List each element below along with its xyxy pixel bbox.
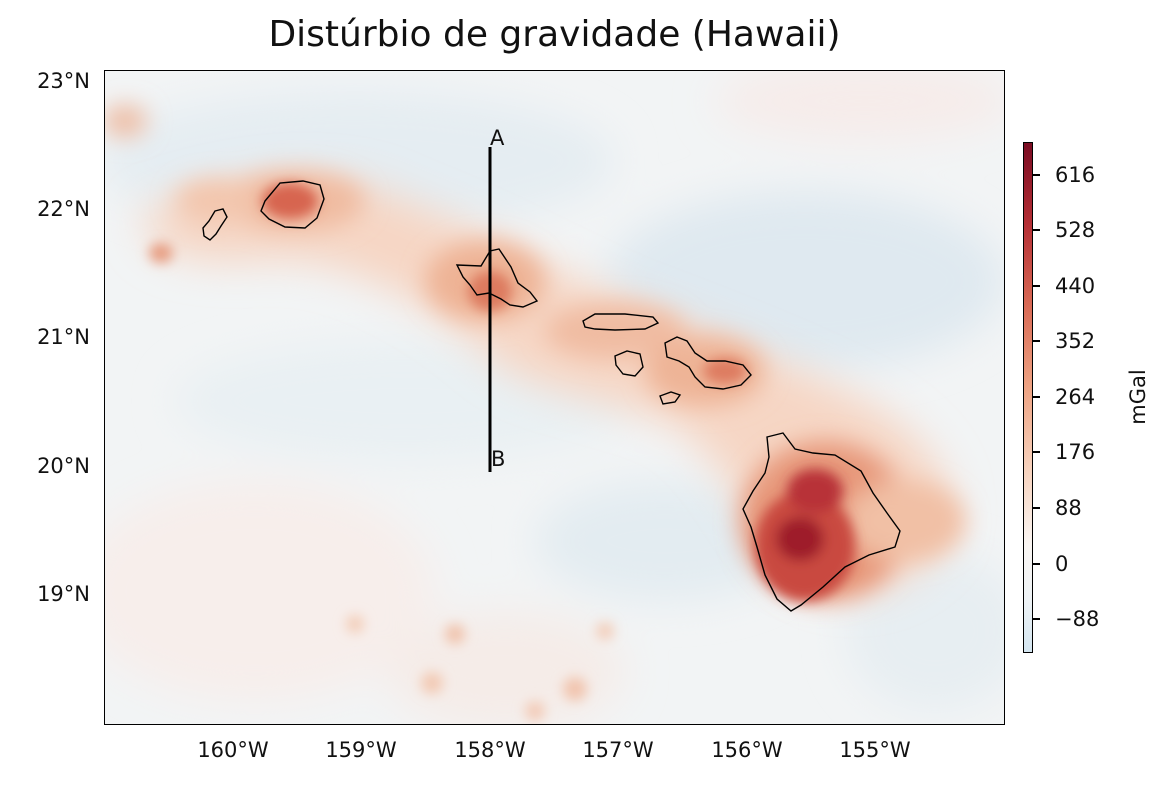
- island-kauai: [260, 180, 325, 229]
- colorbar-tickmark: [1033, 451, 1040, 453]
- colorbar-tickmark: [1033, 618, 1040, 620]
- island-kahoolawe: [659, 391, 682, 405]
- lon-tick-label: 157°W: [582, 738, 654, 762]
- lon-tick-label: 155°W: [839, 738, 911, 762]
- colorbar-tickmark: [1033, 340, 1040, 342]
- lon-tick-label: 156°W: [711, 738, 783, 762]
- colorbar-tick-label: 88: [1055, 496, 1082, 520]
- seamount-spots: [346, 615, 614, 721]
- island-maui: [664, 336, 752, 390]
- colorbar-tickmark: [1033, 174, 1040, 176]
- lon-tick-label: 160°W: [197, 738, 269, 762]
- colorbar-tick-label: 528: [1055, 218, 1096, 242]
- colorbar-tick-label: 352: [1055, 329, 1096, 353]
- colorbar-tick-label: 440: [1055, 274, 1096, 298]
- gravity-map-canvas: [105, 71, 1004, 724]
- island-molokai: [582, 313, 660, 331]
- lat-tick-label: 20°N: [37, 454, 90, 478]
- island-niihau: [202, 208, 228, 241]
- colorbar-unit-label: mGal: [1126, 369, 1150, 425]
- colorbar-tick-label: 176: [1055, 440, 1096, 464]
- lat-tick-label: 19°N: [37, 582, 90, 606]
- island-hawaii: [742, 432, 901, 612]
- colorbar-tickmark: [1033, 285, 1040, 287]
- colorbar-tickmark: [1033, 396, 1040, 398]
- colorbar-tick-label: 616: [1055, 163, 1096, 187]
- map-title: Distúrbio de gravidade (Hawaii): [268, 14, 841, 55]
- gravity-map[interactable]: A B: [104, 70, 1005, 725]
- lon-tick-label: 159°W: [325, 738, 397, 762]
- colorbar-tick-label: 0: [1055, 552, 1069, 576]
- colorbar-tickmark: [1033, 563, 1040, 565]
- lat-tick-label: 23°N: [37, 69, 90, 93]
- lon-tick-label: 158°W: [454, 738, 526, 762]
- island-oahu: [455, 248, 539, 308]
- colorbar-tick-label: −88: [1055, 607, 1100, 631]
- colorbar-tickmark: [1033, 229, 1040, 231]
- lat-tick-label: 22°N: [37, 197, 90, 221]
- colorbar: [1023, 142, 1033, 653]
- colorbar-tickmark: [1033, 507, 1040, 509]
- coastlines: [202, 180, 901, 612]
- profile-end-label: B: [491, 447, 506, 471]
- negative-anomaly-zones: [105, 71, 1004, 724]
- island-lanai: [614, 350, 644, 377]
- profile-start-label: A: [490, 126, 505, 150]
- lat-tick-label: 21°N: [37, 325, 90, 349]
- colorbar-tick-label: 264: [1055, 385, 1096, 409]
- high-anomaly-peaks: [149, 183, 855, 601]
